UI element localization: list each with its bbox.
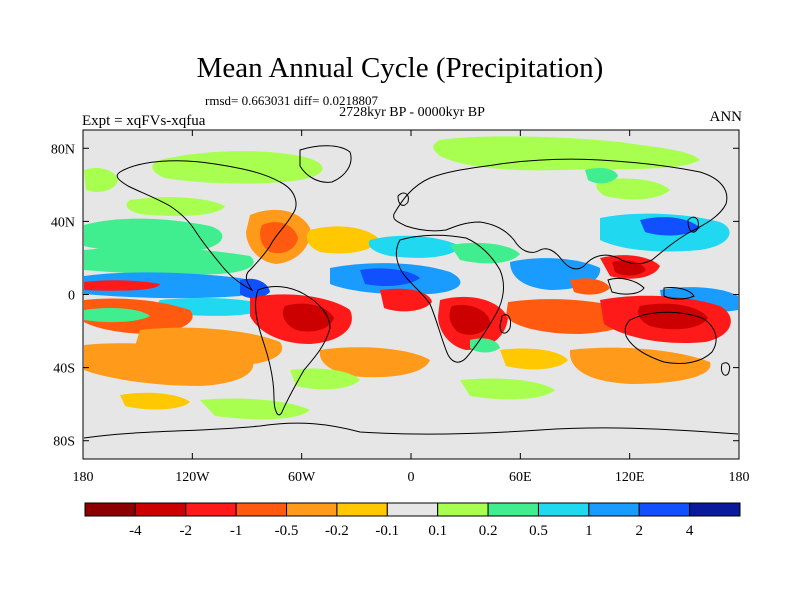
madagascar-coast — [499, 314, 511, 334]
colorbar-swatch — [84, 502, 136, 517]
season-label: ANN — [709, 109, 743, 125]
anomaly-patch — [200, 398, 310, 420]
anomaly-patch — [500, 348, 568, 370]
y-tick-label: 80S — [53, 435, 75, 450]
colorbar-swatch — [588, 502, 640, 517]
colorbar-swatch — [638, 502, 691, 517]
anomaly-patch — [506, 299, 633, 334]
anomaly-patch — [640, 217, 700, 236]
colorbar-label: 0.1 — [428, 523, 447, 539]
africa-coast — [395, 234, 504, 363]
anomaly-patch — [380, 288, 432, 312]
colorbar-label: -2 — [180, 523, 193, 539]
anomaly-patch — [84, 343, 254, 386]
antarctica-coast — [83, 422, 739, 439]
colorbar: -4 -2 -1 -0.5 -0.2 -0.1 0.1 0.2 0.5 1 2 4 — [84, 502, 741, 539]
x-tick-label: 180 — [73, 470, 94, 485]
y-tick-label: 40N — [51, 215, 75, 230]
colorbar-swatch — [185, 502, 237, 517]
anomaly-patch — [290, 368, 360, 390]
colorbar-label: -0.2 — [325, 523, 349, 539]
colorbar-swatch — [689, 502, 741, 517]
colorbar-label: -0.5 — [275, 523, 299, 539]
anomaly-patch — [460, 378, 555, 400]
colorbar-label: 2 — [635, 523, 643, 539]
anomaly-patch — [450, 242, 520, 264]
x-tick-label: 60W — [288, 470, 316, 485]
anomaly-patch — [84, 218, 223, 253]
anomaly-patch — [319, 347, 430, 378]
anomaly-patch — [152, 151, 323, 184]
anomaly-patch — [84, 168, 118, 192]
anomaly-patch — [84, 308, 150, 323]
anomaly-patch — [638, 303, 708, 330]
colorbar-swatch — [235, 502, 288, 517]
colorbar-label: 0.5 — [529, 523, 548, 539]
anomaly-field-layer — [84, 136, 738, 420]
stats-label: rmsd= 0.663031 diff= 0.0218807 — [205, 93, 378, 108]
colorbar-swatch — [386, 502, 439, 517]
anomaly-patch — [306, 226, 380, 254]
x-tick-label: 0 — [408, 470, 415, 485]
colorbar-label: 4 — [686, 523, 694, 539]
colorbar-swatch — [537, 502, 590, 517]
new-zealand-coast — [721, 362, 731, 376]
y-tick-label: 40S — [53, 362, 75, 377]
anomaly-patch — [596, 178, 670, 200]
anomaly-patch — [585, 168, 618, 184]
anomaly-patch — [84, 247, 254, 275]
anomaly-patch — [360, 268, 420, 286]
y-tick-label: 0 — [68, 289, 75, 304]
uk-coast — [397, 192, 409, 206]
eurasia-coast — [393, 158, 728, 270]
new-guinea-coast — [663, 287, 695, 300]
colorbar-label: 0.2 — [479, 523, 498, 539]
x-tick-label: 60E — [509, 470, 532, 485]
colorbar-label: -1 — [230, 523, 243, 539]
greenland-coast — [299, 145, 352, 183]
y-tick-label: 80N — [51, 142, 75, 157]
anomaly-patch — [433, 136, 700, 171]
coastline-layer — [83, 145, 739, 439]
anomaly-patch — [368, 235, 460, 258]
colorbar-label: 1 — [585, 523, 593, 539]
anomaly-patch — [569, 347, 711, 384]
anomaly-patch — [240, 278, 270, 299]
experiment-label: Expt = xqFVs-xqfua — [82, 113, 206, 129]
anomaly-patch — [120, 392, 190, 410]
x-tick-label: 180 — [729, 470, 750, 485]
anomaly-patch — [570, 278, 610, 295]
anomaly-patch — [84, 280, 160, 291]
north-america-coast — [116, 160, 297, 292]
x-tick-label: 120E — [615, 470, 645, 485]
colorbar-label: -0.1 — [375, 523, 399, 539]
indonesia-coast — [607, 277, 645, 295]
anomaly-patch — [449, 304, 490, 335]
anomaly-patch — [260, 222, 298, 254]
anomaly-patch — [84, 272, 256, 299]
anomaly-patch — [470, 338, 500, 353]
colorbar-swatch — [286, 502, 338, 517]
colorbar-swatch — [336, 502, 388, 517]
colorbar-label: -4 — [129, 523, 142, 539]
period-subtitle: 2728kyr BP - 0000kyr BP — [339, 105, 485, 120]
australia-coast — [624, 311, 717, 365]
anomaly-patch — [282, 303, 334, 332]
axis-layer: 180 120W 60W 0 60E 120E 180 80N 40N 0 40S 80S — [51, 130, 750, 485]
japan-coast — [687, 216, 699, 233]
south-america-coast — [255, 286, 331, 416]
colorbar-swatch — [487, 502, 539, 517]
x-tick-label: 120W — [175, 470, 210, 485]
colorbar-swatch — [134, 502, 187, 517]
anomaly-patch — [126, 197, 225, 216]
colorbar-swatch — [437, 502, 489, 517]
chart-title: Mean Annual Cycle (Precipitation) — [196, 52, 604, 84]
